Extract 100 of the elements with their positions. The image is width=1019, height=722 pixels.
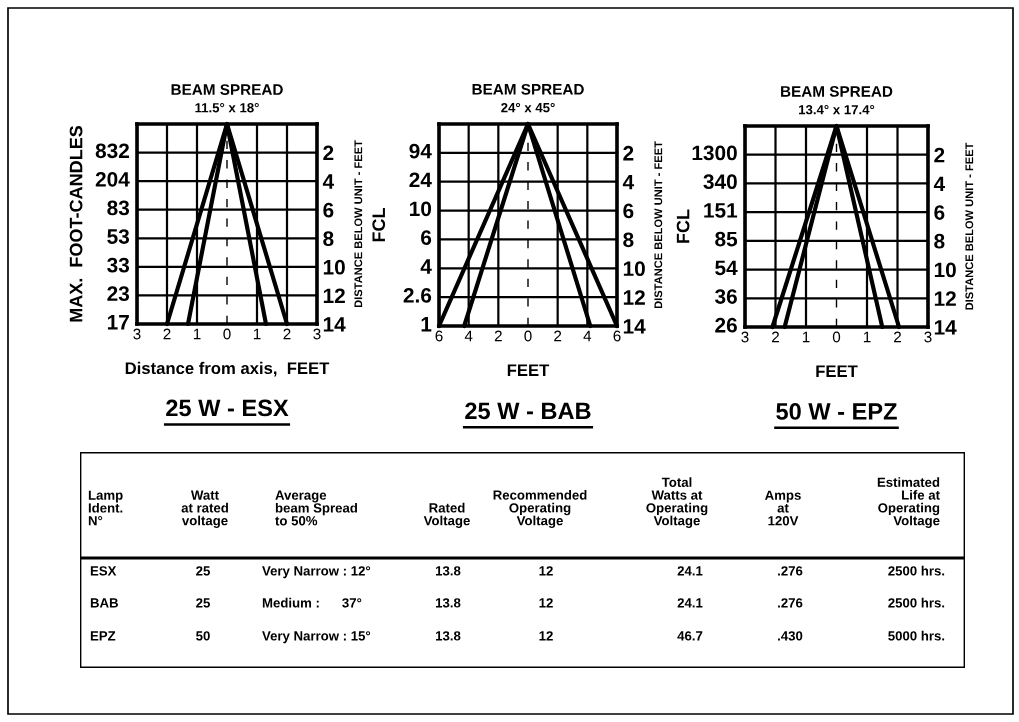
text: 13.8 [435, 566, 461, 576]
category-label: Total Watts at Operating Voltage [646, 477, 708, 528]
text: 25 W - ESX [166, 399, 289, 417]
x-tick-label: 2 [283, 328, 291, 340]
text: 24.1 [677, 598, 703, 608]
text: Medium : 37° [262, 597, 362, 608]
y-tick-label: 10 [323, 259, 345, 275]
text: 24 [409, 172, 432, 188]
y-axis-title: DISTANCE BELOW UNIT - FEET [354, 140, 363, 308]
x-tick-label: 1 [802, 331, 810, 343]
category-label: Estimated Life at Operating Voltage [877, 477, 940, 528]
chart-title: BEAM SPREAD [472, 83, 584, 95]
y-tick-label: 12 [934, 291, 956, 306]
y-tick-label: 14 [623, 319, 646, 334]
y-tick-label: 12 [623, 290, 645, 305]
text: 151 [704, 203, 738, 218]
text: 50 [196, 631, 210, 641]
y-tick-label: 10 [934, 262, 956, 278]
y-tick-label: 2 [934, 147, 945, 163]
y-tick-label: 8 [623, 232, 634, 248]
x-axis-title: FEET [507, 364, 550, 376]
y-tick-label: 6 [623, 203, 634, 219]
text: ESX [90, 566, 117, 576]
x-tick-label: 2 [494, 330, 502, 342]
x-tick-label: 3 [313, 328, 321, 340]
text: 94 [409, 143, 432, 159]
y-tick-label: 14 [934, 320, 957, 335]
category-label: Watt at rated voltage [181, 490, 228, 528]
x-tick-label: 0 [524, 330, 532, 342]
x-tick-label: 3 [924, 331, 932, 343]
x-tick-label: 2 [163, 328, 171, 340]
y-tick-label: 10 [623, 261, 645, 277]
x-tick-label: 2 [894, 331, 901, 343]
chart-title: BEAM SPREAD [781, 86, 893, 97]
text: 36 [714, 289, 737, 304]
text: MAX. FOOT-CANDLES [69, 125, 83, 322]
text: 832 [95, 143, 129, 159]
x-tick-label: 4 [464, 330, 473, 342]
text: 10 [410, 201, 432, 217]
chart-subtitle: 11.5° x 18° [195, 103, 259, 113]
y-axis-title: DISTANCE BELOW UNIT - FEET [654, 141, 663, 309]
text: FCL [676, 209, 690, 243]
text: 2.6 [403, 287, 432, 303]
text: 13.8 [435, 598, 461, 608]
chart-subtitle: 13.4° x 17.4° [799, 105, 875, 115]
y-axis-title: DISTANCE BELOW UNIT - FEET [965, 142, 974, 310]
text: 204 [95, 171, 130, 187]
text: 2500 hrs. [888, 597, 945, 608]
x-axis-title: Distance from axis, FEET [125, 361, 330, 377]
category-label: Average beam Spread to 50% [275, 490, 357, 526]
text: 83 [107, 200, 130, 216]
category-label: Recommended Operating Voltage [493, 490, 587, 528]
text: 53 [107, 229, 130, 244]
text: .276 [778, 598, 803, 608]
text: 12 [539, 598, 553, 608]
text: EPZ [90, 631, 116, 641]
x-tick-label: 0 [223, 328, 231, 340]
text: 5000 hrs. [888, 630, 945, 641]
y-tick-label: 4 [322, 174, 335, 189]
text: 13.8 [435, 631, 461, 641]
y-tick-label: 2 [623, 145, 634, 161]
chart-subtitle: 24° x 45° [501, 102, 555, 113]
text: .276 [778, 566, 803, 576]
y-tick-label: 6 [934, 205, 945, 220]
text: Very Narrow : 15° [262, 631, 371, 644]
category-label: Lamp Ident. N° [88, 490, 123, 526]
x-tick-label: 2 [772, 331, 779, 343]
y-tick-label: 14 [323, 317, 346, 332]
text: 25 W - BAB [465, 402, 591, 420]
x-tick-label: 4 [583, 330, 592, 342]
x-tick-label: 2 [554, 330, 562, 342]
text: 1300 [692, 145, 737, 161]
text: 26 [715, 317, 737, 333]
text: 2500 hrs. [888, 565, 945, 576]
x-tick-label: 1 [253, 328, 261, 340]
text: BAB [90, 598, 118, 608]
text: 85 [715, 231, 738, 247]
y-tick-label: 4 [622, 174, 635, 190]
category-label: Amps at 120V [765, 490, 801, 526]
text: 23 [107, 286, 130, 302]
y-tick-label: 6 [323, 202, 334, 218]
x-axis-title: FEET [816, 365, 858, 377]
x-tick-label: 3 [741, 331, 749, 343]
text: 6 [421, 230, 432, 246]
y-tick-label: 4 [933, 176, 946, 191]
y-tick-label: 2 [323, 145, 334, 161]
x-tick-label: 6 [435, 330, 443, 342]
text: .430 [778, 631, 803, 641]
x-tick-label: 1 [193, 328, 201, 340]
text: 12 [539, 566, 553, 576]
text: 46.7 [677, 631, 703, 641]
text: 12 [539, 631, 553, 641]
text: 25 [196, 566, 210, 576]
y-tick-label: 8 [934, 233, 945, 249]
x-tick-label: 1 [863, 331, 871, 343]
text: 25 [196, 598, 210, 608]
y-tick-label: 12 [323, 288, 345, 303]
x-tick-label: 3 [133, 328, 141, 340]
text: 33 [107, 257, 130, 273]
text: FCL [372, 208, 386, 242]
